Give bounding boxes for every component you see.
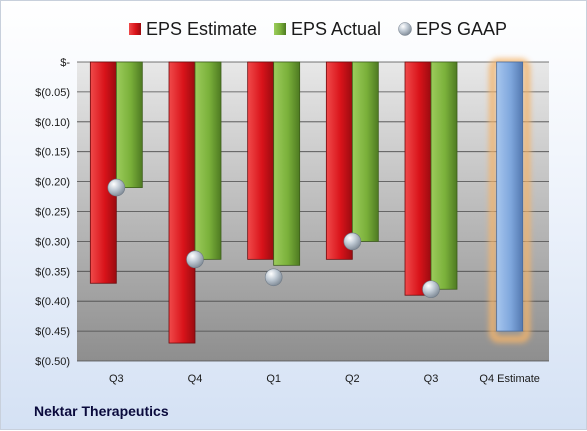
y-tick-label: $(0.30) (35, 236, 70, 248)
company-name: Nektar Therapeutics (34, 403, 169, 419)
eps-actual-bar (194, 61, 222, 260)
y-tick-label: $(0.25) (35, 207, 70, 219)
eps-estimate-bar (168, 61, 196, 344)
y-tick-label: $(0.10) (35, 117, 70, 129)
bars (89, 58, 531, 344)
x-tick-label: Q4 Estimate (479, 373, 540, 385)
y-tick-label: $(0.15) (35, 147, 70, 159)
y-tick-label: $- (60, 57, 70, 69)
eps-gaap-marker (107, 178, 126, 197)
gaap-markers (107, 178, 440, 299)
legend-label: EPS Estimate (146, 19, 257, 39)
eps-forecast-bar (496, 61, 524, 332)
y-tick-label: $(0.50) (35, 356, 70, 368)
legend-label: EPS Actual (291, 19, 381, 39)
y-tick-label: $(0.45) (35, 326, 70, 338)
x-tick-label: Q1 (266, 373, 281, 385)
legend: EPS Estimate EPS Actual EPS GAAP (129, 19, 507, 39)
eps-actual-bar (351, 61, 379, 242)
legend-label: EPS GAAP (416, 19, 507, 39)
eps-estimate-bar (89, 61, 117, 284)
eps-actual-bar (115, 61, 143, 188)
legend-marker-eps-gaap (398, 22, 412, 36)
x-tick-label: Q3 (109, 373, 124, 385)
legend-swatch-eps-actual (274, 23, 286, 35)
eps-estimate-bar (247, 61, 275, 260)
eps-actual-bar (430, 61, 458, 290)
eps-estimate-bar (325, 61, 353, 260)
legend-swatch-eps-estimate (129, 23, 141, 35)
gridlines (77, 61, 549, 362)
x-tick-label: Q3 (424, 373, 439, 385)
eps-estimate-bar (404, 61, 432, 296)
eps-gaap-marker (264, 268, 283, 287)
y-tick-label: $(0.20) (35, 177, 70, 189)
eps-gaap-marker (343, 232, 362, 251)
y-tick-label: $(0.35) (35, 266, 70, 278)
x-tick-label: Q4 (188, 373, 203, 385)
y-tick-label: $(0.05) (35, 87, 70, 99)
y-tick-label: $(0.40) (35, 296, 70, 308)
eps-actual-bar (273, 61, 301, 266)
x-tick-label: Q2 (345, 373, 360, 385)
eps-gaap-marker (186, 250, 204, 269)
eps-gaap-marker (422, 280, 440, 299)
y-axis-labels: $- $(0.05) $(0.10) $(0.15) $(0.20) $(0.25) $(0… (35, 57, 70, 368)
x-axis-labels: Q3 Q4 Q1 Q2 Q3 Q4 Estimate (109, 373, 540, 385)
